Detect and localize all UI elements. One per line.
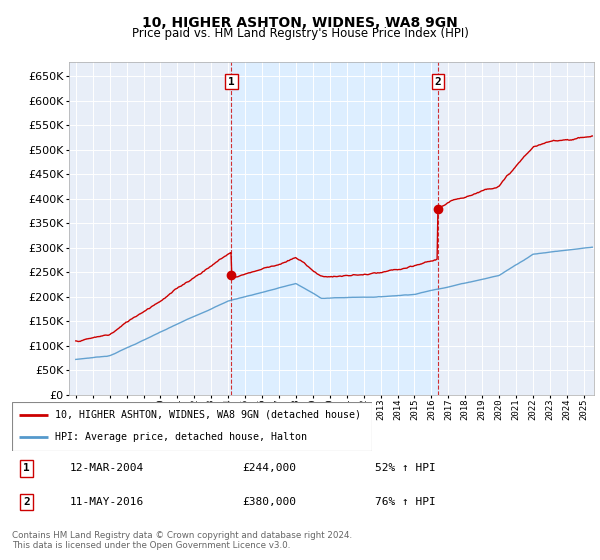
Text: 10, HIGHER ASHTON, WIDNES, WA8 9GN: 10, HIGHER ASHTON, WIDNES, WA8 9GN	[142, 16, 458, 30]
Text: Contains HM Land Registry data © Crown copyright and database right 2024.
This d: Contains HM Land Registry data © Crown c…	[12, 531, 352, 550]
Text: £244,000: £244,000	[242, 464, 296, 473]
Text: 52% ↑ HPI: 52% ↑ HPI	[375, 464, 436, 473]
Text: HPI: Average price, detached house, Halton: HPI: Average price, detached house, Halt…	[55, 432, 307, 442]
Text: £380,000: £380,000	[242, 497, 296, 507]
Text: 1: 1	[228, 77, 235, 87]
Text: 11-MAY-2016: 11-MAY-2016	[70, 497, 144, 507]
Text: 10, HIGHER ASHTON, WIDNES, WA8 9GN (detached house): 10, HIGHER ASHTON, WIDNES, WA8 9GN (deta…	[55, 410, 361, 420]
FancyBboxPatch shape	[12, 402, 372, 451]
Text: 2: 2	[434, 77, 441, 87]
Text: 76% ↑ HPI: 76% ↑ HPI	[375, 497, 436, 507]
Bar	[232, 62, 437, 395]
Text: 1: 1	[23, 464, 30, 473]
Text: Price paid vs. HM Land Registry's House Price Index (HPI): Price paid vs. HM Land Registry's House …	[131, 27, 469, 40]
Text: 12-MAR-2004: 12-MAR-2004	[70, 464, 144, 473]
Text: 2: 2	[23, 497, 30, 507]
